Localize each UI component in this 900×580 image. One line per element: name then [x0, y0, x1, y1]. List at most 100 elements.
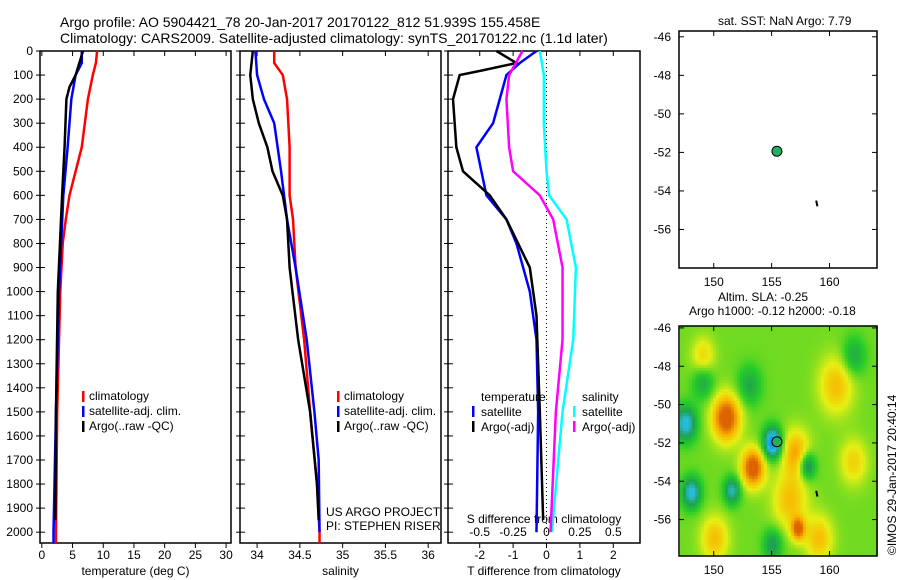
legend-swatch [337, 406, 340, 417]
island-coastline [815, 200, 819, 207]
lat-tick-label: -46 [654, 30, 672, 44]
lat-tick-label: -54 [654, 474, 672, 488]
lat-tick-label: -48 [654, 68, 672, 82]
y-tick-label: 600 [13, 188, 33, 202]
argo-float-marker [771, 436, 783, 448]
y-tick-label: 1500 [6, 405, 33, 419]
map-frame-sst-map [678, 30, 878, 269]
profile-line-s-satellite [538, 50, 578, 533]
y-tick-label: 1400 [6, 381, 33, 395]
figure-title-line2: Climatology: CARS2009. Satellite-adjuste… [60, 30, 608, 46]
x-tick-label: -1 [508, 548, 519, 562]
x-tick-label: 25 [189, 548, 203, 562]
pi-label: PI: STEPHEN RISER [326, 519, 441, 533]
legend-swatch [573, 421, 576, 432]
s-tick-label: -0.5 [469, 525, 490, 539]
profile-line-argo-raw-qc- [54, 50, 85, 521]
x-tick-label: 5 [69, 548, 76, 562]
profile-line-climatology [54, 50, 99, 543]
x-tick-label: 1 [577, 548, 584, 562]
lon-tick-label: 150 [704, 563, 724, 577]
y-tick-label: 700 [13, 212, 33, 226]
x-tick-label: -2 [474, 548, 485, 562]
x-tick-label: 0 [543, 548, 550, 562]
legend-title-salinity: salinity [582, 390, 619, 404]
legend-swatch [82, 421, 85, 432]
lat-tick-label: -54 [654, 184, 672, 198]
project-label: US ARGO PROJECT [326, 505, 441, 519]
lat-tick-label: -56 [654, 222, 672, 236]
lat-tick-label: -56 [654, 513, 672, 527]
lat-tick-label: -46 [654, 321, 672, 335]
sla-map-title1: Altim. SLA: -0.25 [718, 290, 809, 304]
x-tick-label: 34.5 [288, 548, 312, 562]
sla-map-title2: Argo h1000: -0.12 h2000: -0.18 [689, 304, 856, 318]
x-tick-label: 0 [38, 548, 45, 562]
s-tick-label: 0 [543, 525, 550, 539]
legend-swatch [573, 406, 576, 417]
x-axis-label: T difference from climatology [467, 564, 621, 578]
legend-swatch [82, 406, 85, 417]
profile-line-argo-raw-qc- [249, 50, 320, 521]
lon-tick-label: 155 [762, 563, 782, 577]
island-coastline [815, 490, 819, 497]
legend-swatch [337, 421, 340, 432]
panel-frame-temperature [39, 50, 232, 544]
s-tick-label: 0.5 [605, 525, 622, 539]
lon-tick-label: 160 [820, 563, 840, 577]
legend-label: satellite-adj. clim. [344, 404, 436, 418]
sst-map-title: sat. SST: NaN Argo: 7.79 [718, 14, 852, 28]
y-tick-label: 500 [13, 164, 33, 178]
x-tick-label: 30 [219, 548, 233, 562]
x-axis-label: temperature (deg C) [81, 564, 189, 578]
x-tick-label: 36 [421, 548, 435, 562]
x-tick-label: 34 [250, 548, 264, 562]
legend-label: climatology [89, 389, 149, 403]
y-tick-label: 1200 [6, 333, 33, 347]
legend-title-temperature: temperature [481, 390, 546, 404]
y-tick-label: 400 [13, 140, 33, 154]
lat-tick-label: -52 [654, 436, 672, 450]
s-tick-label: 0.25 [568, 525, 592, 539]
figure-title-line1: Argo profile: AO 5904421_78 20-Jan-2017 … [60, 14, 541, 30]
legend-label: satellite [481, 405, 522, 419]
x-axis-label: salinity [322, 564, 359, 578]
y-tick-label: 1000 [6, 285, 33, 299]
x-tick-label: 20 [158, 548, 172, 562]
y-tick-label: 1700 [6, 453, 33, 467]
legend-swatch [472, 421, 475, 432]
y-tick-label: 2000 [6, 525, 33, 539]
x-tick-label: 35.5 [374, 548, 398, 562]
lat-tick-label: -50 [654, 107, 672, 121]
y-tick-label: 900 [13, 261, 33, 275]
legend-label: Argo(..raw -QC) [344, 419, 429, 433]
panel-frame-salinity [239, 50, 442, 544]
x-tick-label: 35 [336, 548, 350, 562]
lon-tick-label: 150 [704, 275, 724, 289]
legend-label: climatology [344, 389, 404, 403]
panel-frame-difference [447, 50, 641, 544]
y-tick-label: 300 [13, 116, 33, 130]
x-tick-label: 15 [127, 548, 141, 562]
legend-label: satellite [582, 405, 623, 419]
lon-tick-label: 160 [820, 275, 840, 289]
lat-tick-label: -50 [654, 398, 672, 412]
lat-tick-label: -48 [654, 359, 672, 373]
profile-line-climatology [272, 51, 321, 543]
profile-line-t-argo-adj- [451, 49, 545, 521]
legend-label: Argo(-adj) [582, 420, 635, 434]
y-tick-label: 800 [13, 236, 33, 250]
x-tick-label: 2 [610, 548, 617, 562]
y-tick-label: 1100 [7, 309, 33, 323]
legend-label: satellite-adj. clim. [89, 404, 181, 418]
y-tick-label: 100 [13, 68, 33, 82]
y-tick-label: 1900 [6, 501, 33, 515]
legend-label: Argo(..raw -QC) [89, 419, 174, 433]
y-tick-label: 1800 [6, 477, 33, 491]
y-tick-label: 1600 [6, 429, 33, 443]
lon-tick-label: 155 [762, 275, 782, 289]
legend-label: Argo(-adj) [481, 420, 534, 434]
y-tick-label: 1300 [6, 357, 33, 371]
